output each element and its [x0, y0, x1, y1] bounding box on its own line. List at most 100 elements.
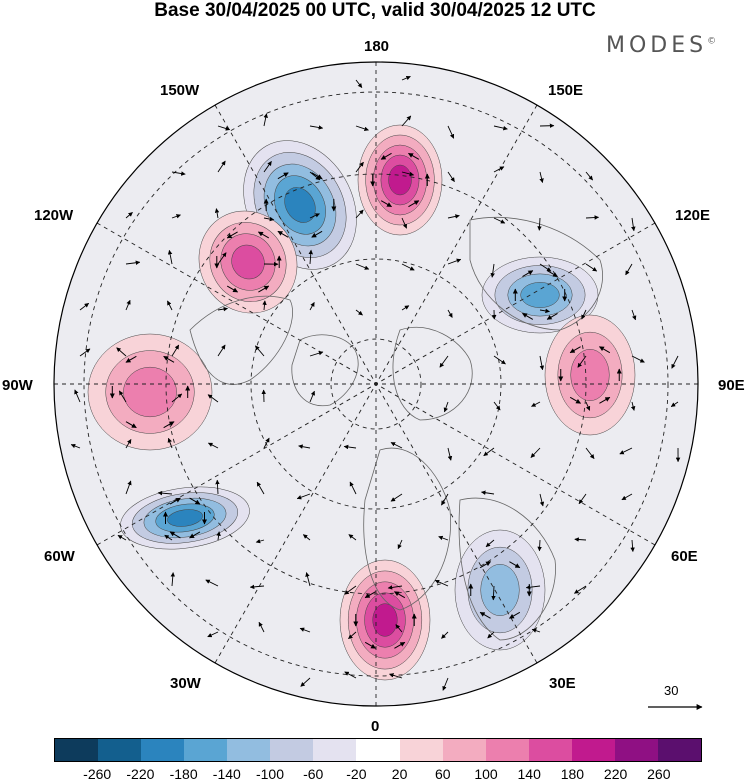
lon-label-90e: 90E: [718, 377, 745, 394]
wind-vectors: [70, 75, 681, 691]
positive-anomaly-contour: [372, 603, 398, 637]
wind-arrow: [447, 309, 453, 318]
lon-label-150e: 150E: [548, 82, 584, 99]
wind-arrow: [585, 447, 595, 459]
wind-arrow: [401, 263, 415, 271]
wind-arrow: [394, 641, 406, 649]
wind-arrow: [493, 401, 501, 411]
wind-arrow: [621, 493, 633, 501]
wind-arrow: [546, 270, 558, 278]
lon-label-60w: 60W: [44, 548, 75, 565]
wind-arrow: [171, 171, 186, 176]
wind-arrow: [125, 260, 141, 265]
brand-logo: MODES©: [606, 33, 721, 58]
wind-arrow: [491, 585, 496, 601]
wind-arrow: [207, 631, 219, 638]
wind-arrow: [585, 215, 600, 220]
colorbar-cell: [55, 739, 99, 761]
positive-anomaly-contour: [570, 349, 610, 401]
wind-arrow: [439, 355, 449, 368]
wind-arrow: [118, 390, 127, 403]
wind-arrow: [387, 585, 403, 590]
wind-arrow: [263, 216, 275, 222]
wind-arrow: [598, 346, 611, 354]
wind-arrow: [309, 301, 315, 311]
wind-arrow: [631, 309, 637, 321]
wind-arrow: [257, 231, 270, 239]
wind-arrow: [343, 444, 357, 450]
wind-arrow: [569, 396, 582, 404]
colorbar-cell: [313, 739, 357, 761]
wind-arrow: [70, 443, 81, 449]
wind-arrow: [625, 263, 633, 276]
colorbar-tick-label: 140: [517, 766, 541, 782]
graticule: [54, 62, 698, 706]
wind-arrow: [355, 209, 364, 219]
wind-arrow: [214, 208, 220, 219]
wind-arrow: [125, 355, 137, 363]
wind-arrow: [157, 490, 173, 496]
wind-arrow: [434, 579, 449, 587]
wind-arrow: [619, 447, 633, 455]
wind-arrow: [171, 344, 180, 357]
wind-arrow: [509, 561, 521, 569]
wind-arrow: [447, 258, 462, 265]
negative-anomaly-contour: [284, 187, 316, 223]
lon-label-150w: 150W: [160, 82, 200, 99]
wind-arrow: [539, 355, 545, 371]
wind-arrow: [125, 299, 131, 311]
wind-arrow: [546, 312, 558, 320]
wind-arrow: [574, 585, 587, 594]
wind-arrow: [585, 263, 598, 272]
wind-arrow: [217, 252, 227, 265]
wind-arrow: [441, 631, 449, 639]
wind-arrow: [170, 572, 176, 587]
wind-arrow: [74, 389, 81, 403]
wind-arrow: [481, 490, 495, 495]
wind-arrow: [380, 200, 392, 208]
lon-label-180: 180: [364, 38, 390, 55]
wind-arrow: [277, 172, 289, 180]
wind-arrow: [226, 285, 239, 293]
wind-arrow: [531, 401, 541, 407]
wind-arrow: [364, 641, 377, 649]
colorbar-cell: [399, 739, 443, 761]
wind-arrow: [508, 611, 521, 619]
colorbar-tick-label: -20: [346, 766, 367, 782]
colorbar-cell: [98, 739, 142, 761]
wind-arrow: [309, 171, 321, 181]
wind-arrow: [309, 125, 324, 130]
lon-label-120e: 120E: [675, 207, 711, 224]
wind-arrow: [311, 230, 323, 238]
wind-arrow: [348, 631, 357, 640]
map-title: Base 30/04/2025 00 UTC, valid 30/04/2025…: [154, 0, 596, 21]
wind-arrow: [395, 624, 403, 633]
colorbar-cell: [270, 739, 314, 761]
wind-arrow: [539, 308, 550, 314]
wind-arrow: [574, 537, 587, 542]
wind-arrow: [163, 355, 175, 363]
wind-arrow: [255, 538, 265, 544]
wind-arrow: [390, 493, 403, 502]
wind-arrow: [79, 302, 90, 311]
wind-arrow: [522, 270, 534, 278]
wind-arrow: [631, 355, 645, 363]
wind-arrow: [479, 611, 491, 619]
wind-arrow: [256, 481, 265, 495]
map-disk: [54, 62, 698, 706]
wind-arrow: [522, 312, 534, 320]
wind-arrow: [537, 539, 542, 552]
colorbar-cell: [442, 739, 486, 761]
wind-arrow: [401, 171, 415, 177]
wind-arrow: [438, 535, 449, 541]
wind-arrow: [258, 285, 270, 293]
wind-arrow: [447, 447, 453, 461]
wind-arrow: [125, 212, 133, 219]
wind-arrow: [393, 591, 406, 599]
wind-arrow: [630, 401, 636, 411]
lon-label-0: 0: [371, 718, 380, 735]
wind-arrow: [171, 214, 181, 219]
wind-arrow: [671, 355, 679, 369]
wind-arrow: [447, 214, 460, 219]
reference-vector-label: 30: [664, 683, 679, 698]
